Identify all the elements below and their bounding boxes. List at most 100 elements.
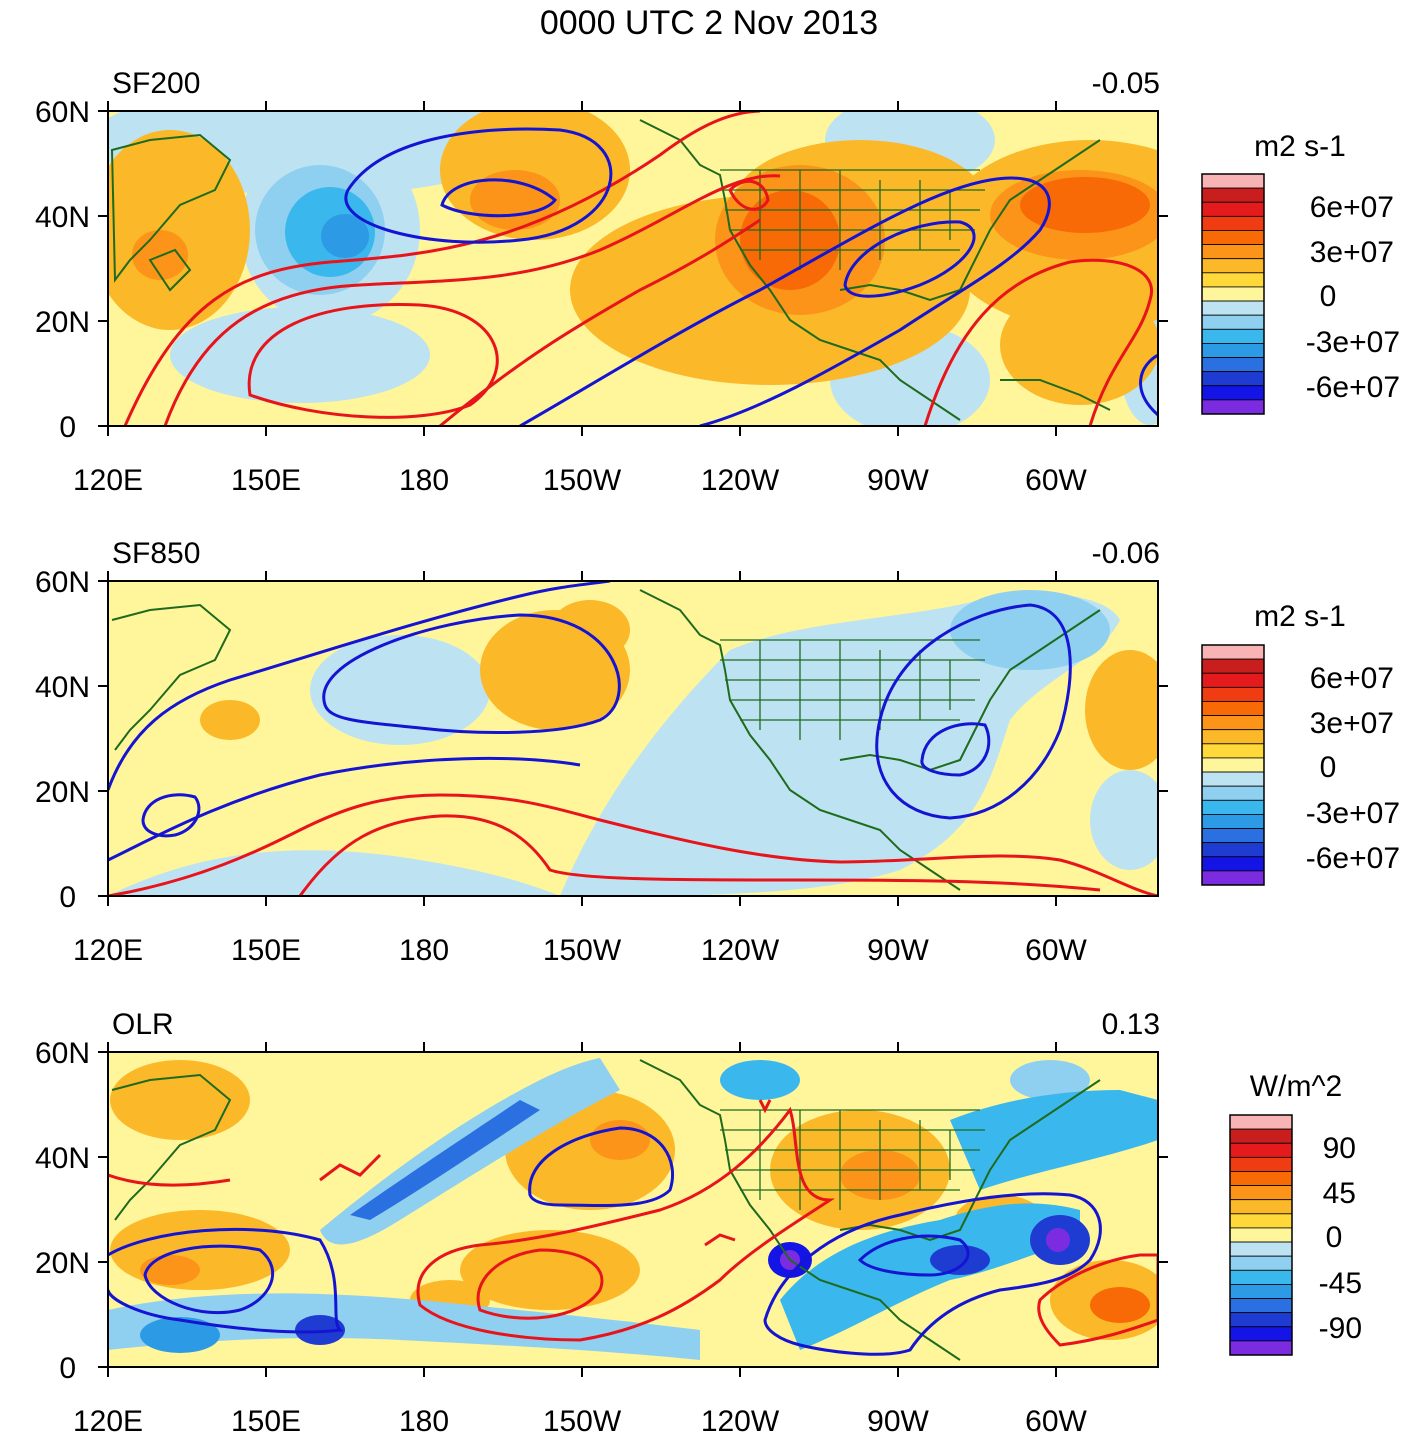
- colorbar-swatch: [1201, 230, 1265, 245]
- olr-ticks: [98, 1042, 1168, 1377]
- y-tick-label: 40N: [35, 1142, 90, 1175]
- colorbar-swatch: [1229, 1298, 1293, 1314]
- y-tick-label: 20N: [35, 306, 90, 339]
- olr-colorbar-units: W/m^2: [1250, 1070, 1342, 1103]
- colorbar-label: 0: [1326, 1221, 1343, 1254]
- sf850-x-axis-labels: 120E 150E 180 150W 120W 90W 60W: [73, 934, 1088, 967]
- x-tick-label: 150E: [231, 1405, 301, 1438]
- y-tick-label: 0: [59, 1352, 76, 1385]
- colorbar-label: -45: [1319, 1267, 1362, 1300]
- colorbar-swatch: [1201, 842, 1265, 858]
- x-tick-label: 120W: [701, 934, 780, 967]
- y-tick-label: 60N: [35, 566, 90, 599]
- colorbar-swatch: [1201, 658, 1265, 674]
- x-tick-label: 120E: [73, 464, 143, 497]
- colorbar-swatch: [1201, 258, 1265, 274]
- colorbar-swatch: [1201, 371, 1265, 387]
- y-tick-label: 20N: [35, 1247, 90, 1280]
- x-tick-label: 120W: [701, 1405, 780, 1438]
- y-tick-label: 20N: [35, 776, 90, 809]
- sf850-correlation: -0.06: [1092, 537, 1160, 570]
- colorbar-label: -6e+07: [1306, 842, 1400, 875]
- colorbar-frame: [1229, 1114, 1293, 1356]
- colorbar-swatch: [1201, 644, 1265, 660]
- colorbar-swatch: [1229, 1171, 1293, 1186]
- colorbar-swatch: [1201, 357, 1265, 373]
- y-tick-label: 0: [59, 881, 76, 914]
- olr-field: [108, 1052, 1158, 1367]
- colorbar-swatch: [1201, 828, 1265, 844]
- x-tick-label: 150W: [543, 934, 622, 967]
- colorbar-label: 0: [1320, 280, 1337, 313]
- colorbar-swatch: [1229, 1227, 1293, 1243]
- y-tick-label: 60N: [35, 96, 90, 129]
- colorbar-swatch: [1201, 300, 1265, 316]
- olr-y-axis-labels: 0 20N 40N 60N: [35, 1037, 90, 1385]
- colorbar-label: -6e+07: [1306, 371, 1400, 404]
- olr-correlation: 0.13: [1102, 1008, 1160, 1041]
- colorbar-swatch: [1229, 1128, 1293, 1144]
- colorbar-swatch: [1201, 244, 1265, 260]
- x-tick-label: 180: [399, 464, 449, 497]
- x-tick-label: 60W: [1025, 934, 1087, 967]
- colorbar-swatch: [1201, 272, 1265, 288]
- colorbar-label: -3e+07: [1306, 326, 1400, 359]
- colorbar-label: -3e+07: [1306, 797, 1400, 830]
- colorbar-swatch: [1229, 1255, 1293, 1271]
- colorbar-swatch: [1201, 771, 1265, 787]
- colorbar-label: 6e+07: [1310, 662, 1394, 695]
- colorbar-swatch: [1229, 1340, 1293, 1356]
- colorbar-swatch: [1201, 785, 1265, 801]
- colorbar-swatch: [1229, 1241, 1293, 1257]
- sf850-colorbar-units: m2 s-1: [1254, 600, 1346, 633]
- x-tick-label: 90W: [867, 934, 929, 967]
- sf200-correlation: -0.05: [1092, 67, 1160, 100]
- colorbar-swatch: [1201, 729, 1265, 745]
- colorbar-swatch: [1201, 328, 1265, 344]
- x-tick-label: 180: [399, 1405, 449, 1438]
- sf850-map-frame: [107, 580, 1159, 897]
- colorbar-swatch: [1201, 799, 1265, 815]
- panel-sf850: SF850 -0.06 120E 150E 180 150W 120W 90W …: [35, 537, 1400, 967]
- sf200-y-axis-labels: 0 20N 40N 60N: [35, 96, 90, 444]
- panel-olr: OLR 0.13 120E 150E 180 150W 120W 90W 60W…: [35, 1008, 1362, 1438]
- x-tick-label: 150E: [231, 934, 301, 967]
- colorbar-swatch: [1201, 215, 1265, 231]
- colorbar-swatch: [1201, 286, 1265, 302]
- colorbar-swatch: [1229, 1269, 1293, 1285]
- colorbar-swatch: [1201, 715, 1265, 731]
- figure-title: 0000 UTC 2 Nov 2013: [540, 4, 878, 42]
- olr-colorbar: W/m^2 90 45 0 -45 -90: [1229, 1070, 1362, 1356]
- x-tick-label: 150E: [231, 464, 301, 497]
- panel-sf200: SF200 -0.05 120E 150E 180 150W 120W 90W …: [35, 67, 1400, 497]
- colorbar-swatch: [1201, 343, 1265, 358]
- colorbar-swatch: [1201, 314, 1265, 330]
- colorbar-swatch: [1201, 757, 1265, 773]
- colorbar-label: 90: [1323, 1132, 1356, 1165]
- sf200-x-axis-labels: 120E 150E 180 150W 120W 90W 60W: [73, 464, 1088, 497]
- sf850-colorbar: m2 s-1 6e+07 3e+07 0 -3e+07 -6e+07: [1201, 600, 1400, 886]
- olr-map-frame: [107, 1051, 1159, 1368]
- colorbar-frame: [1201, 644, 1265, 886]
- sf200-field: [108, 111, 1158, 426]
- colorbar-swatch: [1201, 686, 1265, 702]
- colorbar-swatch: [1201, 870, 1265, 886]
- y-tick-label: 40N: [35, 671, 90, 704]
- x-tick-label: 120E: [73, 934, 143, 967]
- colorbar-label: 3e+07: [1310, 707, 1394, 740]
- colorbar-swatch: [1229, 1185, 1293, 1201]
- colorbar-swatch: [1201, 173, 1265, 189]
- y-tick-label: 0: [59, 411, 76, 444]
- x-tick-label: 60W: [1025, 464, 1087, 497]
- colorbar-swatch: [1201, 672, 1265, 688]
- y-tick-label: 40N: [35, 201, 90, 234]
- sf850-y-axis-labels: 0 20N 40N 60N: [35, 566, 90, 914]
- colorbar-label: 45: [1323, 1177, 1356, 1210]
- colorbar-swatch: [1201, 814, 1265, 829]
- sf200-colorbar-units: m2 s-1: [1254, 130, 1346, 163]
- x-tick-label: 180: [399, 934, 449, 967]
- colorbar-swatch: [1229, 1114, 1293, 1130]
- colorbar-swatch: [1229, 1213, 1293, 1229]
- x-tick-label: 150W: [543, 464, 622, 497]
- x-tick-label: 60W: [1025, 1405, 1087, 1438]
